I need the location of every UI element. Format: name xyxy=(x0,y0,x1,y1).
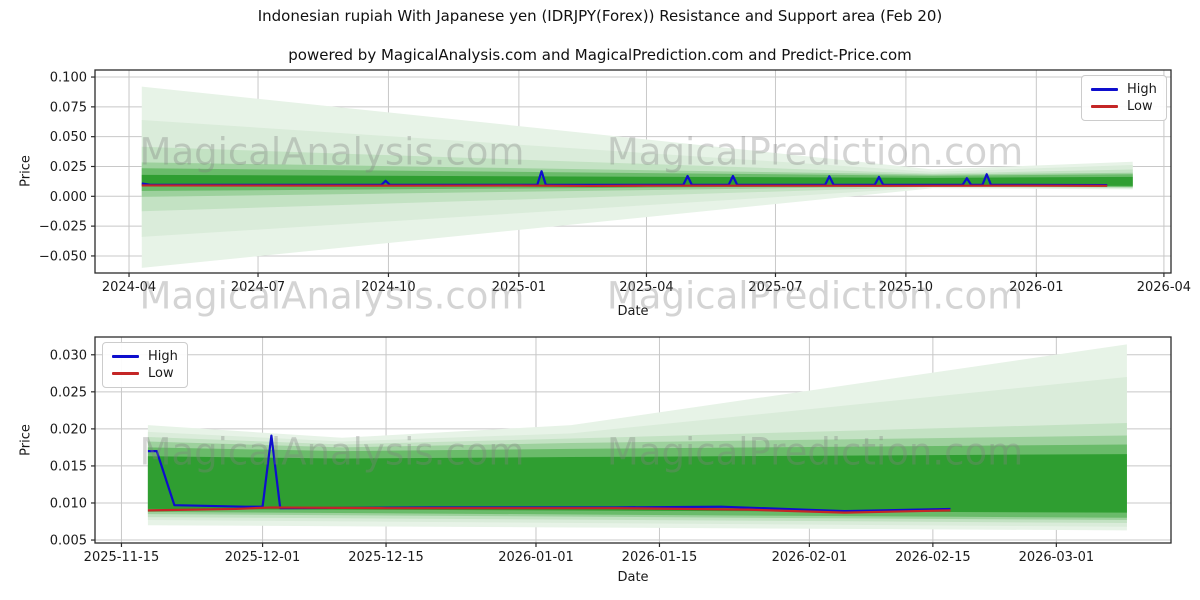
x-tick-label: 2026-02-15 xyxy=(895,550,971,565)
y-tick-label: 0.100 xyxy=(50,71,87,86)
bottom-y-axis-label: Price xyxy=(18,424,34,456)
x-tick-label: 2025-10 xyxy=(879,280,933,295)
bottom-x-axis-label: Date xyxy=(617,570,649,585)
bottom-chart-legend: High Low xyxy=(102,342,188,388)
y-tick-label: 0.000 xyxy=(50,190,87,205)
x-tick-label: 2026-01 xyxy=(1009,280,1063,295)
chart-title: Indonesian rupiah With Japanese yen (IDR… xyxy=(257,7,943,25)
top-y-axis-label: Price xyxy=(18,155,34,187)
legend-item-high: High xyxy=(1091,83,1157,96)
y-tick-label: −0.025 xyxy=(39,220,87,235)
y-tick-label: 0.015 xyxy=(50,459,87,474)
x-tick-label: 2025-11-15 xyxy=(84,550,160,565)
y-tick-label: 0.075 xyxy=(50,100,87,115)
x-tick-label: 2024-07 xyxy=(231,280,285,295)
high-line-swatch xyxy=(1091,88,1118,91)
x-tick-label: 2025-07 xyxy=(748,280,802,295)
top-x-axis-label: Date xyxy=(617,304,649,319)
x-tick-label: 2025-04 xyxy=(619,280,673,295)
y-tick-label: 0.020 xyxy=(50,422,87,437)
legend-item-low: Low xyxy=(112,367,178,380)
legend-item-low: Low xyxy=(1091,100,1157,113)
x-tick-label: 2024-04 xyxy=(102,280,156,295)
x-tick-label: 2026-02-01 xyxy=(772,550,848,565)
top-chart-legend: High Low xyxy=(1081,75,1167,121)
band-core xyxy=(147,454,1127,513)
y-tick-label: −0.050 xyxy=(39,249,87,264)
low-line xyxy=(147,506,951,514)
legend-label-high: High xyxy=(148,349,178,364)
x-tick-label: 2026-03-01 xyxy=(1019,550,1095,565)
x-tick-label: 2026-01-01 xyxy=(498,550,574,565)
low-line-swatch xyxy=(112,372,139,375)
high-line xyxy=(147,434,951,513)
x-tick-label: 2026-04 xyxy=(1137,280,1191,295)
plot-border xyxy=(94,69,1172,274)
plot-border xyxy=(94,336,1172,544)
legend-label-high: High xyxy=(1127,82,1157,97)
x-tick-label: 2024-10 xyxy=(361,280,415,295)
chart-subtitle: powered by MagicalAnalysis.com and Magic… xyxy=(288,46,912,64)
y-tick-label: 0.030 xyxy=(50,348,87,363)
x-tick-label: 2026-01-15 xyxy=(622,550,698,565)
x-tick-label: 2025-12-01 xyxy=(225,550,301,565)
y-tick-label: 0.025 xyxy=(50,160,87,175)
legend-item-high: High xyxy=(112,350,178,363)
legend-label-low: Low xyxy=(148,366,174,381)
y-tick-label: 0.050 xyxy=(50,130,87,145)
x-tick-label: 2025-12-15 xyxy=(348,550,424,565)
x-tick-label: 2025-01 xyxy=(492,280,546,295)
y-tick-label: 0.025 xyxy=(50,385,87,400)
high-line-swatch xyxy=(112,355,139,358)
y-tick-label: 0.010 xyxy=(50,496,87,511)
y-tick-label: 0.005 xyxy=(50,534,87,549)
legend-label-low: Low xyxy=(1127,99,1153,114)
low-line-swatch xyxy=(1091,105,1118,108)
